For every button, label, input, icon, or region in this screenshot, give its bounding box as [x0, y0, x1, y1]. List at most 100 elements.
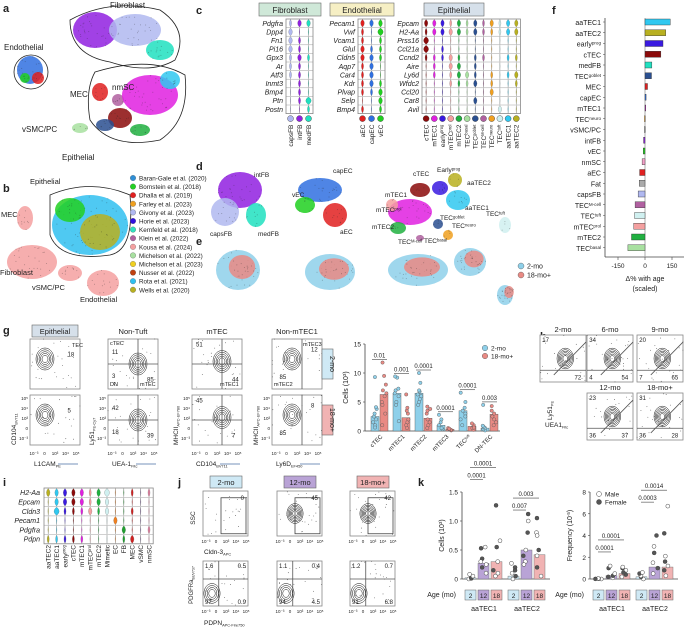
epithelial-subregion-dot — [113, 223, 115, 225]
event-dot — [296, 500, 297, 502]
fibroblast-region-dot — [15, 260, 17, 262]
violin-mark — [507, 79, 509, 88]
gene-label: Inmt3 — [265, 81, 283, 88]
gate-box — [294, 497, 321, 535]
capEC-cluster-dot — [336, 189, 338, 191]
x-axis-label: UEA-1Fitc — [112, 461, 137, 468]
age-umap-old-dot — [466, 253, 468, 255]
event-dot — [237, 499, 238, 501]
contour — [35, 403, 55, 427]
x-tick-label: 10⁴ — [307, 539, 314, 544]
violin-mark — [499, 62, 501, 71]
violin-mark — [298, 36, 301, 45]
aaTEC2-cluster-dot — [457, 185, 459, 187]
data-point — [379, 400, 384, 404]
endothelial-region-dot — [97, 273, 99, 275]
violin-mark — [369, 19, 374, 28]
age-umap-old-dot — [504, 288, 506, 290]
data-point — [482, 544, 488, 550]
event-dot — [274, 383, 276, 384]
vEC-cluster-dot — [313, 200, 315, 202]
x-tick-label: 10⁻³ — [276, 609, 285, 614]
epithelial-cluster-cTEC-dot — [115, 117, 117, 119]
violin-mark — [474, 88, 476, 96]
gate-percentage: 12 — [311, 348, 318, 354]
epithelial-subregion-dot — [89, 243, 91, 245]
event-dot — [193, 348, 195, 350]
event-dot — [232, 511, 234, 513]
violin-mark — [123, 516, 125, 525]
quadrant-percentage: 0.7 — [385, 564, 394, 570]
x-tick-label: 10⁻³ — [272, 451, 281, 456]
event-dot — [150, 411, 152, 413]
panel-letter-d: d — [196, 161, 203, 173]
x-axis-label-sub: APC-Fire750 — [222, 622, 245, 627]
age-umap-young-dot — [316, 271, 318, 273]
event-dot — [68, 345, 70, 347]
cluster-label-base: mTEC2 — [96, 545, 103, 567]
capEC-cluster-dot — [321, 187, 323, 189]
epithelial-subregion-2-dot — [69, 208, 71, 210]
age-umap-young-dot — [499, 296, 501, 298]
mec-cluster-dot — [102, 93, 104, 95]
cluster-label-base: cTEC — [423, 124, 430, 141]
violin-mark — [89, 525, 91, 535]
category-label-sup: prol — [593, 223, 601, 228]
cluster-label-base: MEC — [130, 545, 137, 560]
contour — [282, 403, 302, 427]
legend-study-label: Horie et al. (2023) — [139, 219, 189, 226]
event-dot — [628, 406, 630, 407]
cluster-label-base: mTEC2 — [372, 224, 394, 231]
gene-label: Glul — [343, 47, 356, 54]
fibroblast-cluster-intFB-dot — [80, 24, 82, 26]
violin-mark — [361, 27, 364, 36]
event-dot — [606, 399, 608, 401]
age-umap-young-dot — [241, 279, 243, 281]
event-dot — [385, 493, 387, 495]
violin-mark — [507, 62, 509, 71]
epithelial-cluster-mTEC-dot — [150, 75, 152, 77]
vEC-cluster-dot — [304, 200, 306, 202]
category-label: TECgoblet — [575, 73, 602, 81]
epithelial-subregion-dot — [109, 216, 111, 218]
age-umap-old-dot — [435, 265, 437, 267]
medFB-cluster-dot — [261, 205, 263, 207]
fibroblast-cluster-capsFB-dot — [131, 43, 133, 45]
violin-mark — [371, 96, 372, 105]
cTEC-cluster — [410, 183, 430, 197]
vsmc-region — [58, 265, 82, 281]
y-tick-label: 10⁻³ — [261, 436, 270, 441]
event-dot — [313, 396, 315, 398]
data-point — [484, 562, 489, 567]
category-label-sup: tuft — [463, 432, 471, 440]
age-umap-young-dot — [402, 277, 404, 279]
event-dot — [629, 420, 631, 422]
event-dot — [542, 365, 543, 367]
event-dot — [71, 396, 73, 397]
capEC-cluster-dot — [319, 198, 321, 200]
x-tick-label: 10⁴ — [233, 609, 240, 614]
gene-label: Pecam1 — [14, 518, 40, 525]
violin-mark — [140, 516, 141, 525]
age-umap-young-dot — [351, 270, 353, 272]
event-dot — [216, 442, 218, 444]
violin-mark — [441, 53, 444, 62]
epithelial-cluster-cTEC-dot — [126, 109, 128, 111]
cluster-label-base: vSMC — [138, 545, 145, 563]
cluster-color-dot — [504, 115, 512, 122]
age-label: 18 — [536, 593, 544, 600]
capEC-cluster-dot — [340, 191, 342, 193]
age-box — [490, 589, 503, 601]
event-dot — [273, 372, 275, 374]
violin-mark — [307, 105, 310, 114]
gate-name: DN — [110, 382, 118, 388]
cluster-label-base: aEC — [360, 124, 367, 137]
gate-line — [600, 399, 634, 434]
event-dot — [311, 519, 313, 521]
gate-box — [367, 497, 394, 535]
bar — [644, 51, 662, 58]
event-dot — [46, 424, 48, 426]
intFB-cluster-dot — [226, 175, 228, 177]
fibroblast-cluster-capsFB-dot — [119, 24, 121, 26]
violin-mark — [457, 70, 461, 79]
